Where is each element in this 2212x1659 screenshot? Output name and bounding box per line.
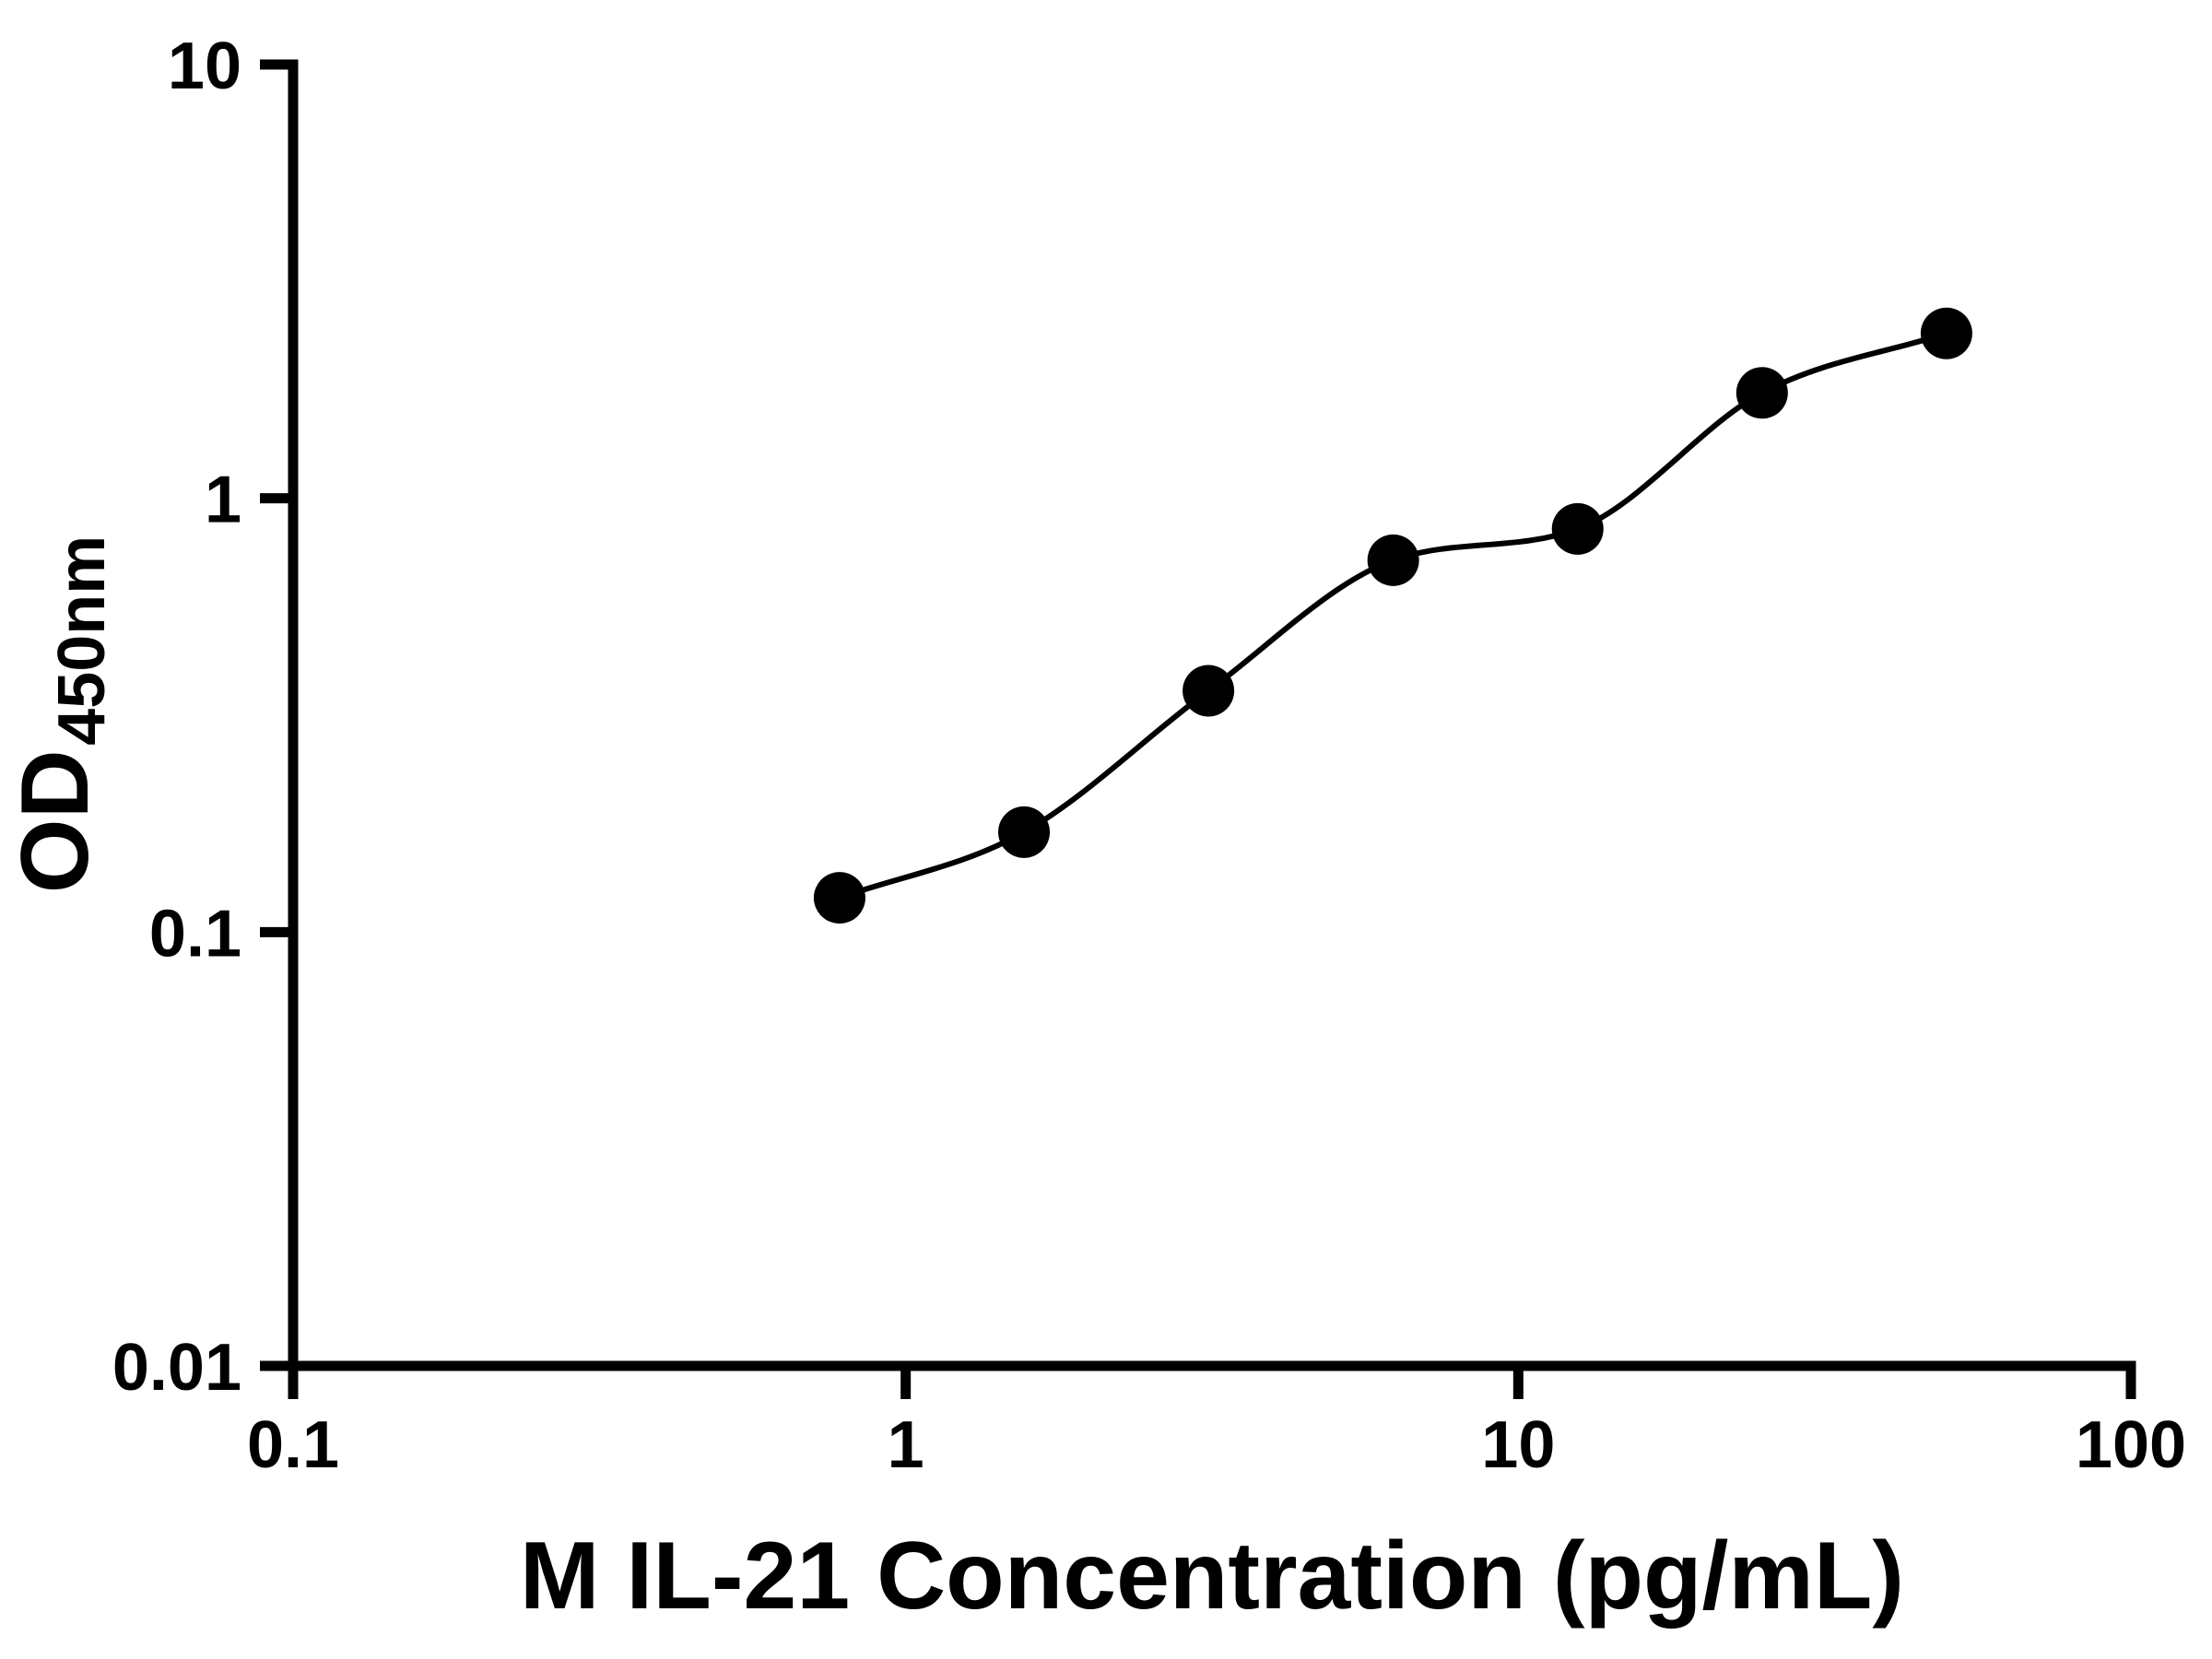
y-axis-tick-label: 1 — [205, 464, 241, 537]
x-axis-title: M IL-21 Concentration (pg/mL) — [520, 1523, 1904, 1630]
data-point-marker — [998, 806, 1051, 858]
data-point-marker — [1735, 367, 1788, 419]
y-axis-tick-label: 0.1 — [149, 897, 241, 971]
data-point-marker — [1367, 534, 1419, 586]
x-axis-tick-label: 10 — [1481, 1408, 1555, 1482]
data-point-marker — [1920, 307, 1972, 359]
axis-ticks — [260, 59, 2136, 1399]
data-point-marker — [1182, 665, 1235, 717]
y-axis-tick-label: 0.01 — [112, 1331, 241, 1405]
y-axis-tick-label: 10 — [168, 29, 241, 103]
x-axis-tick-label: 0.1 — [247, 1408, 339, 1482]
data-point-marker — [813, 872, 865, 924]
data-point-marker — [1551, 502, 1604, 555]
data-points — [813, 307, 1972, 924]
axes — [288, 59, 2136, 1371]
x-axis-tick-label: 1 — [888, 1408, 924, 1482]
x-axis-tick-label: 100 — [2076, 1408, 2186, 1482]
y-axis-title-subscript: 450nm — [45, 535, 119, 746]
fit-curve-line — [836, 330, 1949, 901]
y-axis-title: OD 450nm — [2, 535, 119, 894]
y-axis-title-main: OD — [2, 749, 109, 893]
